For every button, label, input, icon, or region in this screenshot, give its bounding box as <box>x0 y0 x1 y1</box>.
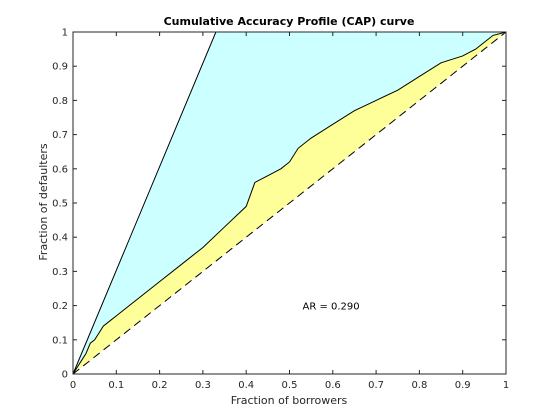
y-tick-label: 0.8 <box>52 96 68 107</box>
x-tick-label: 1 <box>503 380 509 391</box>
y-tick-label: 0.1 <box>52 335 68 346</box>
y-tick-label: 0.9 <box>52 62 68 73</box>
x-tick-label: 0.5 <box>282 380 298 391</box>
x-axis-label: Fraction of borrowers <box>231 394 348 407</box>
axis-ticks: 0 0.1 0.2 0.3 0.4 0.5 0.6 0.7 0.8 0.9 1 0 0.1 0.2 0.3 0… <box>52 28 509 392</box>
y-tick-label: 0.3 <box>52 267 68 278</box>
y-tick-label: 0 <box>62 370 68 381</box>
x-tick-label: 0.9 <box>455 380 471 391</box>
y-tick-label: 0.5 <box>52 199 68 210</box>
y-tick-label: 1 <box>62 28 68 39</box>
accuracy-ratio-annotation: AR = 0.290 <box>302 302 359 313</box>
x-tick-label: 0.3 <box>195 380 211 391</box>
y-axis-label: Fraction of defaulters <box>37 143 50 260</box>
plot-area <box>72 31 507 375</box>
x-tick-label: 0 <box>70 380 76 391</box>
y-tick-label: 0.6 <box>52 164 68 175</box>
chart-title: Cumulative Accuracy Profile (CAP) curve <box>164 15 415 28</box>
y-tick-label: 0.7 <box>52 130 68 141</box>
model-curve <box>72 31 507 375</box>
x-tick-label: 0.7 <box>368 380 384 391</box>
x-tick-label: 0.4 <box>238 380 254 391</box>
y-tick-label: 0.4 <box>52 233 68 244</box>
x-tick-label: 0.6 <box>325 380 341 391</box>
x-tick-label: 0.2 <box>152 380 168 391</box>
random-diagonal <box>72 31 507 375</box>
x-tick-label: 0.1 <box>108 380 124 391</box>
x-tick-label: 0.8 <box>411 380 427 391</box>
perfect-area <box>73 32 506 374</box>
y-tick-label: 0.2 <box>52 301 68 312</box>
